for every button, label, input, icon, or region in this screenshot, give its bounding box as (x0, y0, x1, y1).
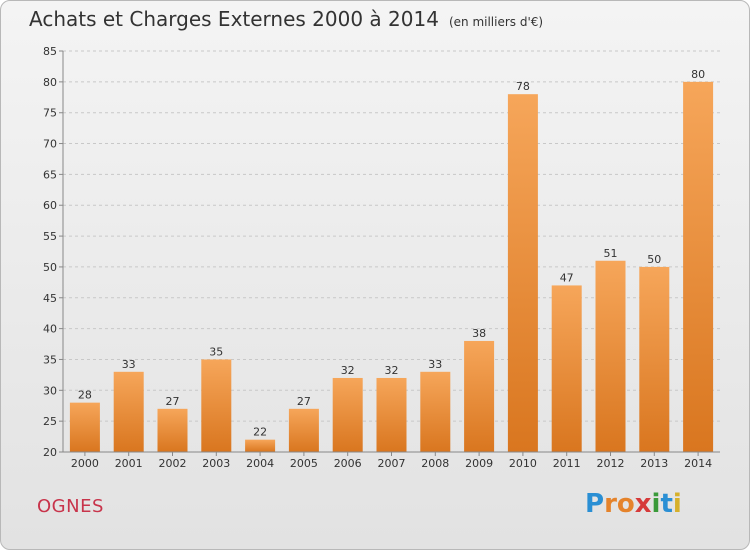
bar-2006 (332, 377, 363, 452)
place-name: OGNES (37, 496, 104, 517)
y-tick-label: 30 (43, 384, 57, 397)
bar-2001 (113, 371, 144, 452)
logo-letter: t (660, 489, 673, 519)
bar-2014 (683, 81, 714, 452)
bar-2012 (595, 260, 626, 452)
y-tick-label: 70 (43, 138, 57, 151)
axes: 20 25 30 35 40 45 50 55 60 65 70 75 80 85 2000 2001 2002… (43, 45, 720, 470)
bar-value-label: 32 (385, 364, 399, 377)
x-tick-label: 2012 (597, 457, 625, 470)
y-tick-label: 20 (43, 446, 57, 459)
y-tick-label: 55 (43, 230, 57, 243)
bar-value-label: 22 (253, 426, 267, 439)
x-tick-label: 2005 (290, 457, 318, 470)
x-tick-label: 2008 (421, 457, 449, 470)
bar-2007 (376, 377, 407, 452)
x-tick-label: 2000 (71, 457, 99, 470)
bar-2004 (245, 439, 276, 452)
bar-2005 (288, 408, 319, 452)
x-tick-label: 2007 (378, 457, 406, 470)
bar-value-label: 28 (78, 389, 92, 402)
x-tick-label: 2001 (115, 457, 143, 470)
y-tick-label: 65 (43, 168, 57, 181)
bar-value-label: 80 (691, 68, 705, 81)
x-tick-label: 2014 (684, 457, 712, 470)
logo-letter: r (604, 489, 617, 519)
bar-value-label: 50 (647, 253, 661, 266)
y-tick-label: 60 (43, 199, 57, 212)
bar-2003 (201, 359, 232, 452)
y-tick-label: 35 (43, 353, 57, 366)
bar-value-label: 33 (122, 358, 136, 371)
x-tick-label: 2011 (553, 457, 581, 470)
bar-2000 (69, 402, 100, 452)
y-tick-label: 25 (43, 415, 57, 428)
bar-value-label: 33 (428, 358, 442, 371)
bar-value-label: 78 (516, 80, 530, 93)
x-tick-label: 2006 (334, 457, 362, 470)
bar-value-label: 27 (166, 395, 180, 408)
bars: 28 33 27 35 22 27 32 32 33 38 78 47 51 50 80 (69, 68, 714, 452)
y-tick-label: 40 (43, 323, 57, 336)
y-tick-label: 85 (43, 45, 57, 58)
x-tick-label: 2004 (246, 457, 274, 470)
bar-2002 (157, 408, 188, 452)
logo-letter: i (672, 489, 682, 519)
proxiti-logo: Proxiti (585, 489, 682, 519)
bar-value-label: 47 (560, 271, 574, 284)
x-tick-label: 2003 (202, 457, 230, 470)
y-tick-label: 50 (43, 261, 57, 274)
logo-letter: i (651, 489, 661, 519)
logo-letter: o (616, 489, 635, 519)
bar-value-label: 38 (472, 327, 486, 340)
bar-value-label: 27 (297, 395, 311, 408)
bar-2010 (507, 94, 538, 452)
chart-title-text: Achats et Charges Externes 2000 à 2014 (29, 7, 439, 31)
bar-2011 (551, 285, 582, 452)
chart-title: Achats et Charges Externes 2000 à 2014 (e… (29, 7, 543, 31)
bar-2013 (639, 266, 670, 452)
x-tick-label: 2009 (465, 457, 493, 470)
bar-2009 (464, 340, 495, 452)
x-tick-label: 2002 (159, 457, 187, 470)
bar-value-label: 51 (604, 247, 618, 260)
y-tick-label: 80 (43, 76, 57, 89)
logo-letter: P (585, 489, 605, 519)
bar-value-label: 35 (209, 345, 223, 358)
chart-unit: (en milliers d'€) (448, 15, 544, 29)
x-tick-label: 2013 (640, 457, 668, 470)
bar-value-label: 32 (341, 364, 355, 377)
y-tick-label: 75 (43, 107, 57, 120)
logo-letter: x (634, 489, 652, 519)
x-tick-label: 2010 (509, 457, 537, 470)
y-tick-label: 45 (43, 292, 57, 305)
bar-2008 (420, 371, 451, 452)
